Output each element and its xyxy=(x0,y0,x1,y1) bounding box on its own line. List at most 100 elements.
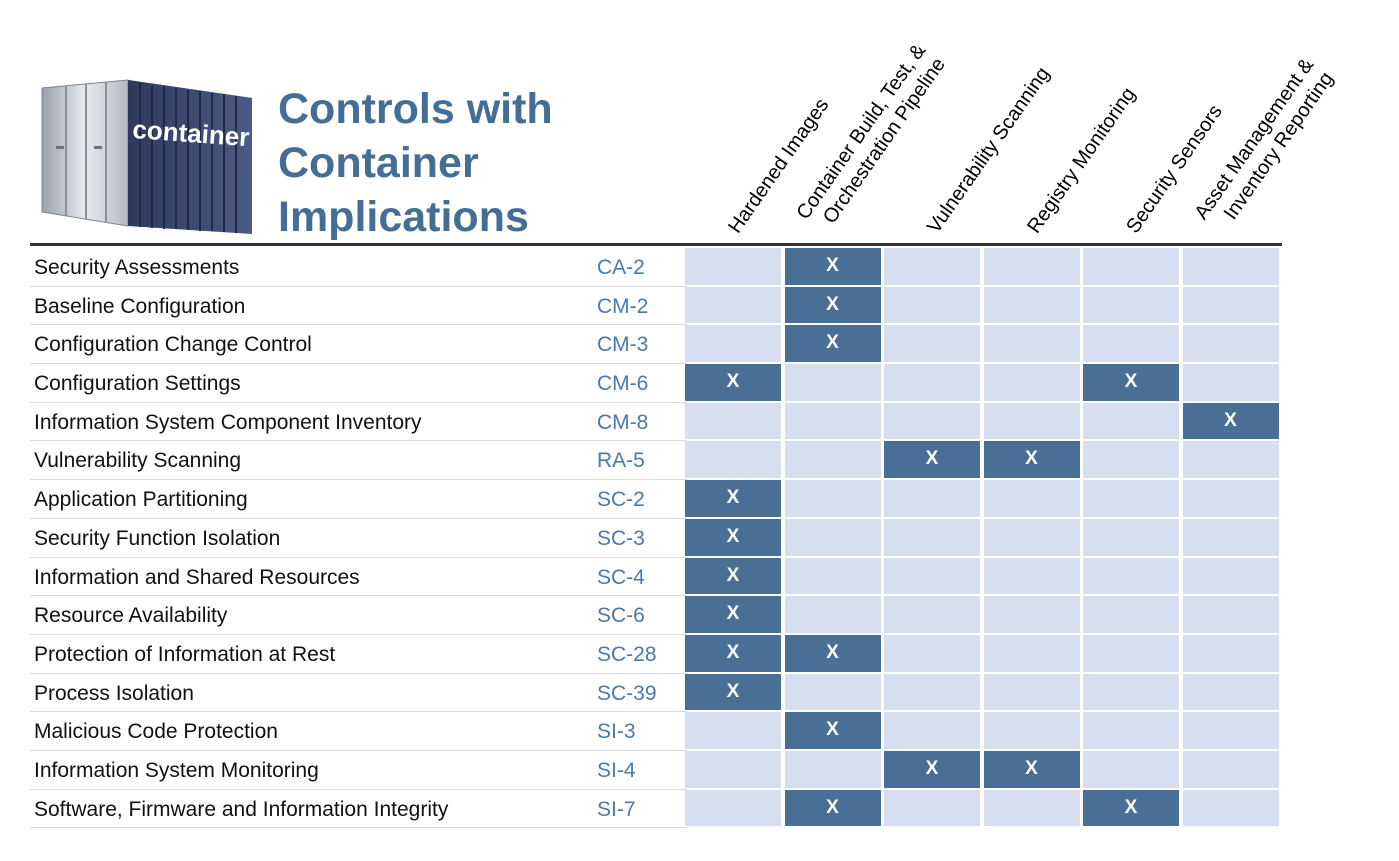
control-name: Protection of Information at Rest xyxy=(34,642,336,666)
matrix-cell xyxy=(685,402,781,440)
matrix-cell xyxy=(1182,518,1279,556)
matrix-cell xyxy=(884,518,980,556)
control-name: Malicious Code Protection xyxy=(34,720,278,744)
matrix-cell xyxy=(884,402,980,440)
row-separator xyxy=(30,788,687,790)
matrix-cell-marked: X xyxy=(685,518,781,556)
matrix-cell-marked: X xyxy=(884,441,980,479)
matrix-cell xyxy=(1083,634,1179,672)
matrix-cell-marked: X xyxy=(1083,789,1179,827)
table-row: Information and Shared Resources SC-4 X xyxy=(30,557,1282,597)
matrix-cell-marked: X xyxy=(685,557,781,595)
header-rule xyxy=(30,243,1282,246)
matrix-cell xyxy=(784,402,881,440)
row-separator xyxy=(30,672,687,674)
control-code: SI-4 xyxy=(597,758,636,782)
control-code: SC-4 xyxy=(597,565,645,589)
matrix-cell-marked: X xyxy=(784,712,881,749)
control-code: SI-7 xyxy=(597,797,636,821)
matrix-cell xyxy=(685,750,781,788)
matrix-cell-marked: X xyxy=(1083,364,1179,401)
matrix-cell xyxy=(983,325,1080,363)
matrix-cell xyxy=(983,712,1080,749)
table-row: Malicious Code Protection SI-3 X xyxy=(30,712,1282,751)
matrix-cell xyxy=(1083,441,1179,479)
control-code: CM-6 xyxy=(597,372,649,396)
matrix-cell xyxy=(1182,480,1279,517)
table-row: Application Partitioning SC-2 X xyxy=(30,480,1282,519)
matrix-cell xyxy=(983,596,1080,633)
matrix-cell xyxy=(1083,712,1179,749)
control-code: CA-2 xyxy=(597,256,645,279)
page-title: Controls with Container Implications xyxy=(278,82,658,244)
matrix-cell xyxy=(1083,673,1179,711)
row-separator xyxy=(30,324,687,326)
control-name: Information and Shared Resources xyxy=(34,565,360,589)
table-row: Resource Availability SC-6 X xyxy=(30,596,1282,635)
matrix-cell xyxy=(1083,480,1179,517)
matrix-cell xyxy=(685,712,781,749)
row-separator xyxy=(30,517,687,519)
row-separator xyxy=(30,827,687,829)
matrix-cell xyxy=(884,286,980,324)
column-header-line: Registry Monitoring xyxy=(1022,83,1140,238)
matrix-cell-marked: X xyxy=(685,596,781,633)
row-separator xyxy=(30,440,687,442)
matrix-cell xyxy=(983,673,1080,711)
matrix-cell xyxy=(884,634,980,672)
table-row: Software, Firmware and Information Integ… xyxy=(30,789,1282,829)
matrix-cell xyxy=(1182,789,1279,827)
table-row: Security Function Isolation SC-3 X xyxy=(30,518,1282,558)
control-name: Information System Component Inventory xyxy=(34,410,422,434)
matrix-cell xyxy=(884,557,980,595)
matrix-cell xyxy=(1083,286,1179,324)
matrix-cell xyxy=(1182,596,1279,633)
matrix-cell-marked: X xyxy=(884,750,980,788)
matrix-cell xyxy=(784,364,881,401)
column-headers: Hardened Images Container Build, Test, & O… xyxy=(0,0,1399,245)
matrix-cell-marked: X xyxy=(983,750,1080,788)
table-row: Baseline Configuration CM-2 X xyxy=(30,286,1282,326)
control-name: Security Assessments xyxy=(34,256,240,279)
matrix-cell-marked: X xyxy=(784,248,881,285)
matrix-cell xyxy=(1182,286,1279,324)
matrix-cell xyxy=(983,480,1080,517)
row-separator xyxy=(30,633,687,635)
matrix-cell xyxy=(1083,248,1179,285)
matrix-cell xyxy=(685,789,781,827)
matrix-cell-marked: X xyxy=(685,634,781,672)
control-name: Security Function Isolation xyxy=(34,526,281,550)
matrix-cell xyxy=(1182,248,1279,285)
matrix-cell xyxy=(784,518,881,556)
matrix-cell xyxy=(884,364,980,401)
control-code: RA-5 xyxy=(597,449,645,473)
matrix-cell xyxy=(1083,402,1179,440)
matrix-cell xyxy=(884,480,980,517)
matrix-cell-marked: X xyxy=(784,325,881,363)
matrix-cell xyxy=(983,248,1080,285)
matrix-cell xyxy=(1182,325,1279,363)
table-row: Vulnerability Scanning RA-5 X X xyxy=(30,441,1282,481)
matrix-cell-marked: X xyxy=(685,480,781,517)
matrix-cell xyxy=(784,673,881,711)
matrix-cell xyxy=(884,325,980,363)
matrix-cell xyxy=(685,441,781,479)
matrix-cell xyxy=(1182,364,1279,401)
matrix-cell xyxy=(685,286,781,324)
matrix-cell xyxy=(1182,712,1279,749)
matrix-cell xyxy=(884,596,980,633)
row-separator xyxy=(30,556,687,558)
table-row: Information System Monitoring SI-4 X X xyxy=(30,750,1282,790)
control-code: SC-3 xyxy=(597,526,645,550)
control-code: SC-2 xyxy=(597,488,645,512)
control-name: Vulnerability Scanning xyxy=(34,449,242,473)
row-separator xyxy=(30,749,687,751)
table-row: Security Assessments CA-2 X xyxy=(30,248,1282,287)
table-row: Configuration Change Control CM-3 X xyxy=(30,325,1282,365)
matrix-cell xyxy=(1083,596,1179,633)
control-code: SC-6 xyxy=(597,604,645,628)
control-name: Software, Firmware and Information Integ… xyxy=(34,797,449,821)
matrix-cell xyxy=(983,789,1080,827)
matrix-cell xyxy=(983,402,1080,440)
row-separator xyxy=(30,363,687,365)
